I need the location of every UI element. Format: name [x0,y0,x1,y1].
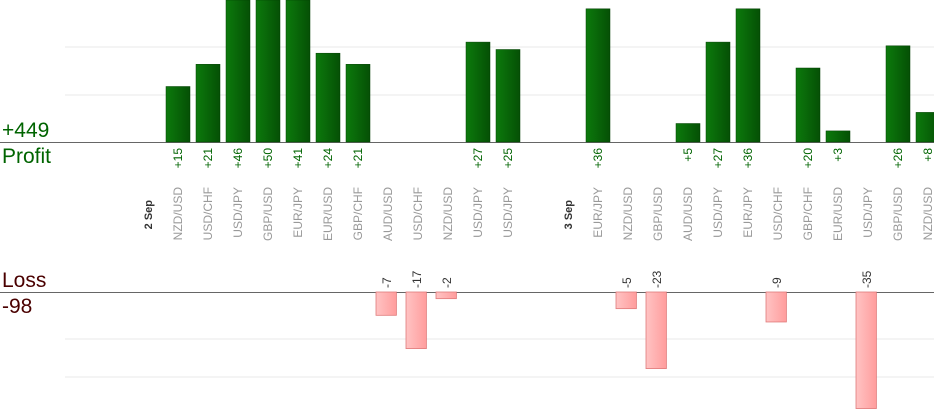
profit-value-label: +27 [711,148,725,169]
loss-value-label: -5 [620,277,634,288]
pair-tick-label: USD/JPY [471,187,485,238]
profit-value-label: +3 [831,148,845,162]
profit-value-label: +36 [741,148,755,169]
pair-tick-label: USD/JPY [231,187,245,238]
profit-bar [735,8,761,143]
pair-tick-label: USD/CHF [771,187,785,240]
profit-bar [195,64,221,143]
pair-tick-label: USD/JPY [861,187,875,238]
profit-value-label: +15 [171,148,185,169]
profit-value-label: +46 [231,148,245,169]
tick-labels: NZD/USD USD/CHF USD/JPY GBP/USD EUR/JPY EUR/U… [143,187,934,241]
pair-tick-label: GBP/CHF [801,187,815,240]
profit-value-label: +5 [681,148,695,162]
pair-tick-label: USD/CHF [411,187,425,240]
profit-bar [705,41,731,143]
pair-tick-label: EUR/USD [831,187,845,241]
loss-value-label: -2 [440,277,454,288]
pair-tick-label: USD/CHF [201,187,215,240]
date-tick-label: 3 Sep [563,200,575,230]
loss-bars [375,291,877,409]
pair-tick-label: USD/JPY [501,187,515,238]
profit-bar [885,45,911,143]
profit-bar [225,0,251,143]
loss-bar [645,291,667,369]
pair-tick-label: GBP/USD [891,187,905,241]
profit-value-label: +8 [921,148,934,162]
profit-value-label: +25 [501,148,515,169]
profit-bar [465,41,491,143]
date-tick-label: 2 Sep [143,200,155,230]
profit-value-label: +36 [591,148,605,169]
loss-bar [855,291,877,409]
loss-value-label: -35 [860,270,874,288]
profit-bar [285,0,311,143]
profit-bar [165,86,191,143]
profit-value-label: +41 [291,148,305,169]
loss-value-label: -17 [410,270,424,288]
profit-bar [345,64,371,143]
profit-bar [915,112,934,143]
profit-value-label: +21 [351,148,365,169]
profit-bar [495,49,521,143]
profit-value-label: +26 [891,148,905,169]
pair-tick-label: AUD/USD [381,187,395,241]
pair-tick-label: EUR/JPY [291,187,305,238]
profit-value-label: +20 [801,148,815,169]
profit-bar [675,123,701,143]
pair-tick-label: EUR/JPY [591,187,605,238]
pair-tick-label: NZD/USD [441,187,455,241]
profit-bar [585,8,611,143]
pair-tick-label: NZD/USD [921,187,934,241]
profit-value-label: +21 [201,148,215,169]
loss-value-label: -23 [650,270,664,288]
profit-bars [165,0,934,143]
loss-total: -98 [2,295,32,318]
loss-bar [375,291,397,316]
pair-tick-label: GBP/USD [651,187,665,241]
profit-bar [255,0,281,143]
loss-bar [615,291,637,310]
profit-bar [315,52,341,143]
loss-label: Loss [2,269,46,292]
loss-bar [765,291,787,323]
profit-total: +449 [2,119,49,142]
profit-bar [795,67,821,143]
loss-value-label: -9 [770,277,784,288]
pair-tick-label: EUR/JPY [741,187,755,238]
loss-bar [405,291,427,350]
value-labels: +15 +21 +46 +50 +41 +24 +21 -7 -17 -2 +27 +25 +36 -5 -… [171,148,934,288]
profit-value-label: +27 [471,148,485,169]
axes [0,142,934,293]
loss-bar [435,291,457,300]
pair-tick-label: EUR/USD [321,187,335,241]
loss-value-label: -7 [380,277,394,288]
pair-tick-label: NZD/USD [171,187,185,241]
profit-bar [825,130,851,143]
pair-tick-label: USD/JPY [711,187,725,238]
profit-label: Profit [2,145,51,168]
pair-tick-label: GBP/CHF [351,187,365,240]
profit-value-label: +24 [321,148,335,169]
pair-tick-label: NZD/USD [621,187,635,241]
pair-tick-label: GBP/USD [261,187,275,241]
profit-value-label: +50 [261,148,275,169]
pair-tick-label: AUD/USD [681,187,695,241]
